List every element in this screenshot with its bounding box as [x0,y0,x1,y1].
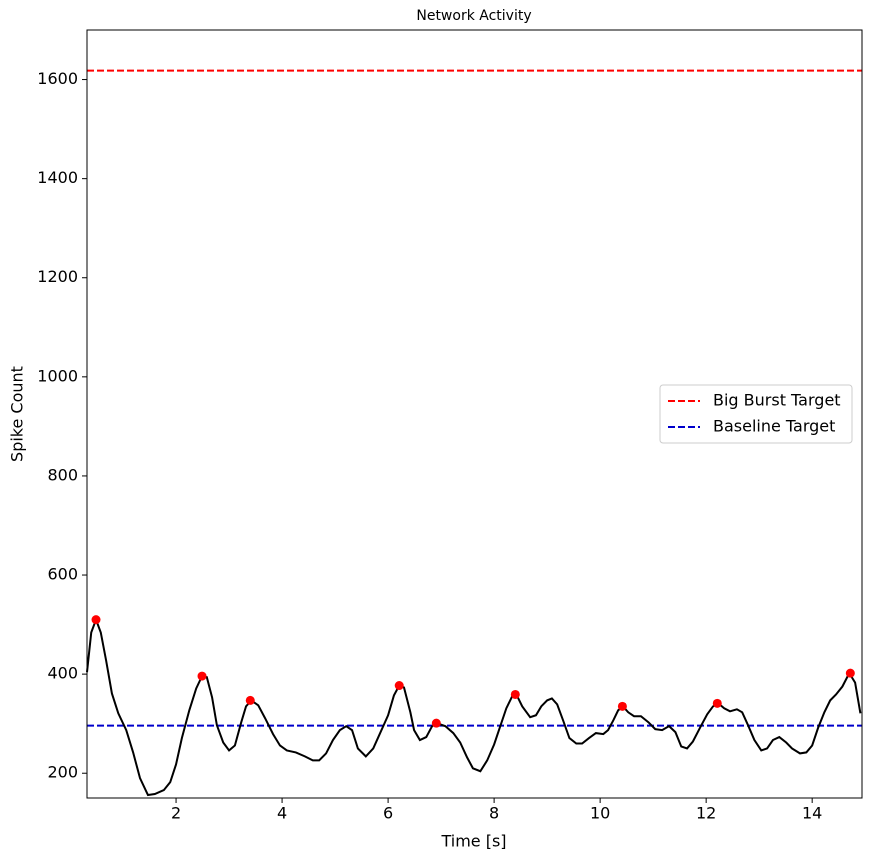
y-tick-label: 800 [47,465,78,484]
peak-marker [245,695,255,705]
x-tick-label: 6 [383,804,393,823]
legend-label: Baseline Target [713,417,835,436]
y-tick-label: 1600 [37,69,78,88]
peak-marker [394,681,404,691]
y-tick-label: 200 [47,763,78,782]
y-tick-label: 600 [47,565,78,584]
peak-marker [91,615,101,625]
x-tick-label: 14 [802,804,822,823]
y-axis-label: Spike Count [8,366,27,462]
x-tick-label: 8 [489,804,499,823]
legend-box [659,384,853,444]
peak-marker [617,701,627,711]
x-tick-label: 12 [696,804,716,823]
peak-marker [197,671,207,681]
legend-label: Big Burst Target [713,391,841,410]
chart-title: Network Activity [416,8,531,24]
plot-frame [86,29,863,799]
peak-marker [431,718,441,728]
y-tick-label: 1400 [37,168,78,187]
y-tick-label: 1200 [37,267,78,286]
x-tick-label: 10 [590,804,610,823]
x-tick-label: 2 [171,804,181,823]
y-tick-label: 1000 [37,366,78,385]
peak-marker [510,689,520,699]
x-axis-label: Time [s] [440,832,506,851]
data-line [86,616,862,797]
peak-marker [712,698,722,708]
y-tick-label: 400 [47,664,78,683]
peak-marker [845,668,855,678]
x-tick-label: 4 [277,804,287,823]
